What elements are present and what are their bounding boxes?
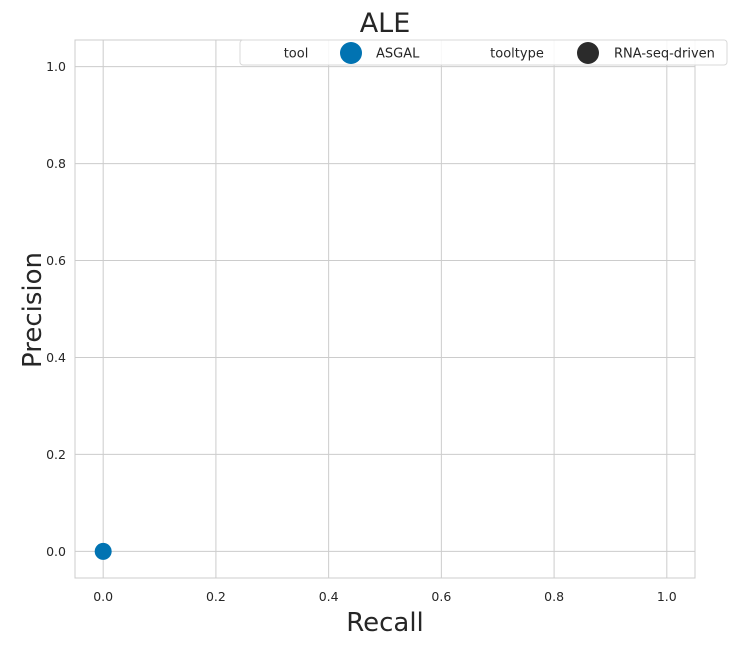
legend-header: tooltype: [490, 47, 544, 62]
grid: [75, 40, 695, 578]
y-tick-label: 0.4: [46, 350, 66, 365]
legend: tool ASGAL tooltype RNA-seq-driven: [239, 39, 728, 66]
x-tick-label: 0.4: [319, 589, 339, 604]
x-tick-label: 0.6: [431, 589, 451, 604]
y-tick-label: 0.2: [46, 447, 66, 462]
x-tick-label: 1.0: [657, 589, 677, 604]
x-tick-label: 0.8: [544, 589, 564, 604]
data-points: [94, 542, 112, 560]
y-tick-label: 0.6: [46, 253, 66, 268]
y-axis-label: Precision: [18, 252, 48, 368]
x-tick-labels: 0.0 0.2 0.4 0.6 0.8 1.0: [93, 589, 677, 604]
legend-marker: [577, 42, 599, 64]
legend-label: RNA-seq-driven: [614, 47, 715, 62]
y-tick-label: 0.8: [46, 156, 66, 171]
y-tick-label: 0.0: [46, 544, 66, 559]
x-tick-label: 0.0: [93, 589, 113, 604]
legend-marker: [340, 42, 362, 64]
legend-label: ASGAL: [376, 47, 420, 62]
chart-title: ALE: [360, 8, 411, 39]
y-tick-label: 1.0: [46, 59, 66, 74]
plot-area: [74, 39, 696, 579]
x-tick-label: 0.2: [206, 589, 226, 604]
x-axis-label: Recall: [346, 608, 424, 638]
data-point-asgal: [94, 542, 112, 560]
y-tick-labels: 0.0 0.2 0.4 0.6 0.8 1.0: [46, 59, 66, 559]
legend-frame: [239, 39, 728, 66]
legend-header: tool: [284, 47, 309, 62]
